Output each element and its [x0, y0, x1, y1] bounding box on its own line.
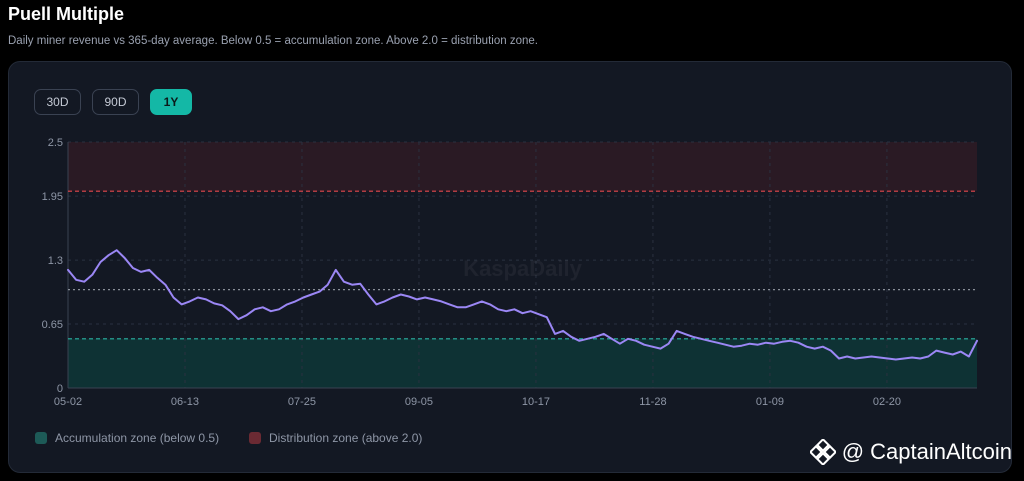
y-tick-label: 0.65: [42, 319, 63, 331]
page-subtitle: Daily miner revenue vs 365-day average. …: [8, 35, 538, 47]
x-tick-label: 11-28: [639, 396, 666, 408]
distribution-zone: [68, 142, 977, 192]
accumulation-swatch: [35, 432, 47, 444]
brand-text: @ CaptainAltcoin: [841, 439, 1012, 464]
x-tick-label: 10-17: [522, 396, 550, 408]
chart-watermark: KaspaDaily: [463, 256, 582, 281]
x-tick-label: 01-09: [756, 396, 784, 408]
x-tick-label: 02-20: [873, 396, 901, 408]
x-tick-label: 05-02: [54, 396, 82, 408]
page-title: Puell Multiple: [8, 4, 125, 24]
x-tick-label: 09-05: [405, 396, 433, 408]
y-tick-label: 2.5: [48, 137, 63, 149]
range-button-90d[interactable]: 90D: [92, 89, 139, 115]
binance-logo-icon: [809, 439, 836, 465]
brand-watermark: @ CaptainAltcoin: [809, 439, 1012, 465]
puell-multiple-chart: 0 0.65 1.3 1.95 2.5 05-02 06-13 07-25 09-05 10-17…: [42, 137, 978, 408]
distribution-legend-label: Distribution zone (above 2.0): [269, 431, 423, 445]
puell-series-line: [67, 249, 978, 361]
y-tick-label: 1.95: [42, 191, 63, 203]
legend-distribution: Distribution zone (above 2.0): [249, 431, 422, 445]
range-button-1y[interactable]: 1Y: [150, 89, 192, 115]
accumulation-zone: [68, 338, 977, 388]
chart-card: 30D 90D 1Y 0 0.65 1.3 1.95 2.5 05-02 06-13 07-2…: [8, 61, 1012, 473]
x-tick-label: 06-13: [171, 396, 199, 408]
y-tick-label: 0: [57, 383, 63, 395]
accumulation-legend-label: Accumulation zone (below 0.5): [55, 431, 220, 445]
legend-accumulation: Accumulation zone (below 0.5): [35, 431, 219, 445]
distribution-swatch: [249, 432, 261, 444]
y-tick-label: 1.3: [48, 255, 63, 267]
range-button-30d[interactable]: 30D: [34, 89, 81, 115]
x-tick-label: 07-25: [288, 396, 316, 408]
